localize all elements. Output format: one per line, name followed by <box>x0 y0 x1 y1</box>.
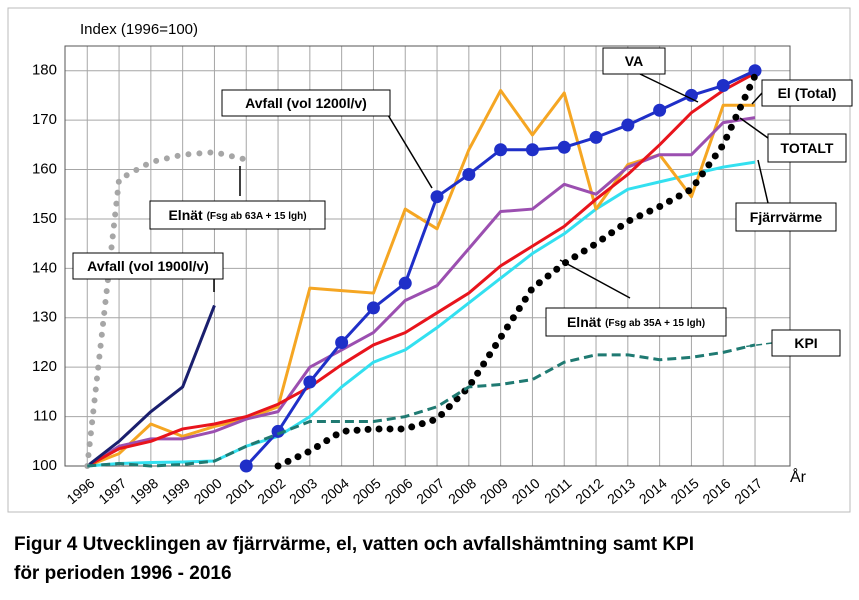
x-tick-label: 2008 <box>445 475 479 507</box>
x-tick-label: 2003 <box>286 475 320 507</box>
label-box <box>72 252 224 280</box>
x-tick-label: 1998 <box>127 475 161 507</box>
series-name: El (Total) <box>778 85 837 101</box>
label-box <box>735 202 837 232</box>
series-line <box>87 343 756 468</box>
data-point <box>653 103 667 117</box>
data-point <box>589 130 603 144</box>
series-label: El (Total) <box>778 85 837 101</box>
x-tick-label: 2005 <box>350 475 384 507</box>
data-point <box>366 301 380 315</box>
x-tick-label: 2001 <box>222 475 256 507</box>
y-tick-label: 150 <box>32 210 57 227</box>
x-tick-label: 2004 <box>318 475 352 507</box>
label-box <box>761 79 853 107</box>
data-point <box>398 276 412 290</box>
series-label: Elnät (Fsg ab 63A + 15 lgh) <box>168 207 306 223</box>
x-tick-label: 2000 <box>191 475 225 507</box>
x-tick-label: 2017 <box>731 475 765 507</box>
x-tick-label: 2012 <box>572 475 606 507</box>
series-label: VA <box>625 53 643 69</box>
x-tick-label: 1996 <box>63 475 97 507</box>
data-point <box>335 335 349 349</box>
leader-line <box>387 114 433 189</box>
y-tick-label: 120 <box>32 358 57 375</box>
x-tick-label: 2014 <box>636 475 670 507</box>
y-tick-label: 170 <box>32 111 57 128</box>
data-point <box>494 143 508 157</box>
caption: Figur 4 Utvecklingen av fjärrvärme, el, … <box>14 534 694 555</box>
series-name: TOTALT <box>781 140 834 156</box>
label-box <box>221 89 391 117</box>
x-tick-label: 2006 <box>381 475 415 507</box>
plot-border <box>64 45 791 467</box>
series-name: Elnät <box>168 207 203 223</box>
leader-line <box>559 259 631 299</box>
leader-line <box>751 92 763 105</box>
label-box <box>545 307 727 337</box>
x-axis-label: År <box>790 467 807 486</box>
data-point <box>239 459 253 473</box>
series-name: Fjärrvärme <box>750 209 823 225</box>
y-tick-label: 160 <box>32 160 57 177</box>
data-point <box>716 79 730 93</box>
chart-frame <box>7 7 851 513</box>
leader-line <box>757 159 769 204</box>
label-box <box>149 200 326 230</box>
data-point <box>748 64 762 78</box>
x-tick-label: 2011 <box>541 475 575 507</box>
series-label: KPI <box>794 335 817 351</box>
series-label: Avfall (vol 1900l/v) <box>87 258 209 274</box>
series-note: (Fsg ab 35A + 15 lgh) <box>605 318 705 329</box>
y-tick-label: 130 <box>32 309 57 326</box>
series-label: Elnät (Fsg ab 35A + 15 lgh) <box>567 314 705 330</box>
series-name: Elnät <box>567 314 602 330</box>
data-point <box>525 143 539 157</box>
y-tick-label: 180 <box>32 62 57 79</box>
label-box <box>767 133 847 163</box>
series-line <box>86 304 216 468</box>
x-tick-label: 2002 <box>254 475 288 507</box>
data-point <box>557 140 571 154</box>
label-box <box>602 47 666 75</box>
x-tick-label: 2007 <box>413 475 447 507</box>
x-tick-label: 2016 <box>699 475 733 507</box>
y-tick-label: 110 <box>33 408 57 425</box>
leader-line <box>639 73 699 103</box>
y-tick-label: 140 <box>32 259 57 276</box>
x-tick-label: 2010 <box>509 475 543 507</box>
series-line <box>86 71 756 468</box>
series-label: TOTALT <box>781 140 834 156</box>
data-point <box>303 375 317 389</box>
leader-line <box>741 342 773 348</box>
x-tick-label: 2013 <box>604 475 638 507</box>
data-point <box>430 190 444 204</box>
series-name: Avfall (vol 1200l/v) <box>245 95 367 111</box>
series-line <box>87 160 756 468</box>
data-point <box>621 118 635 132</box>
series-name: Avfall (vol 1900l/v) <box>87 258 209 274</box>
y-tick-label: 100 <box>32 457 57 474</box>
y-axis-label: Index (1996=100) <box>80 21 198 38</box>
x-tick-label: 1997 <box>95 475 129 507</box>
series-line <box>274 72 759 470</box>
x-tick-label: 2015 <box>668 475 702 507</box>
series-line <box>84 149 250 469</box>
data-point <box>271 424 285 438</box>
data-point <box>462 167 476 181</box>
series-label: Avfall (vol 1200l/v) <box>245 95 367 111</box>
label-box <box>771 329 841 357</box>
series-note: (Fsg ab 63A + 15 lgh) <box>207 211 307 222</box>
series-name: VA <box>625 53 643 69</box>
leader-line <box>739 117 769 139</box>
data-point <box>684 88 698 102</box>
x-tick-label: 1999 <box>159 475 193 507</box>
series-label: Fjärrvärme <box>750 209 823 225</box>
caption: för perioden 1996 - 2016 <box>14 563 232 584</box>
x-tick-label: 2009 <box>477 475 511 507</box>
series-name: KPI <box>794 335 817 351</box>
